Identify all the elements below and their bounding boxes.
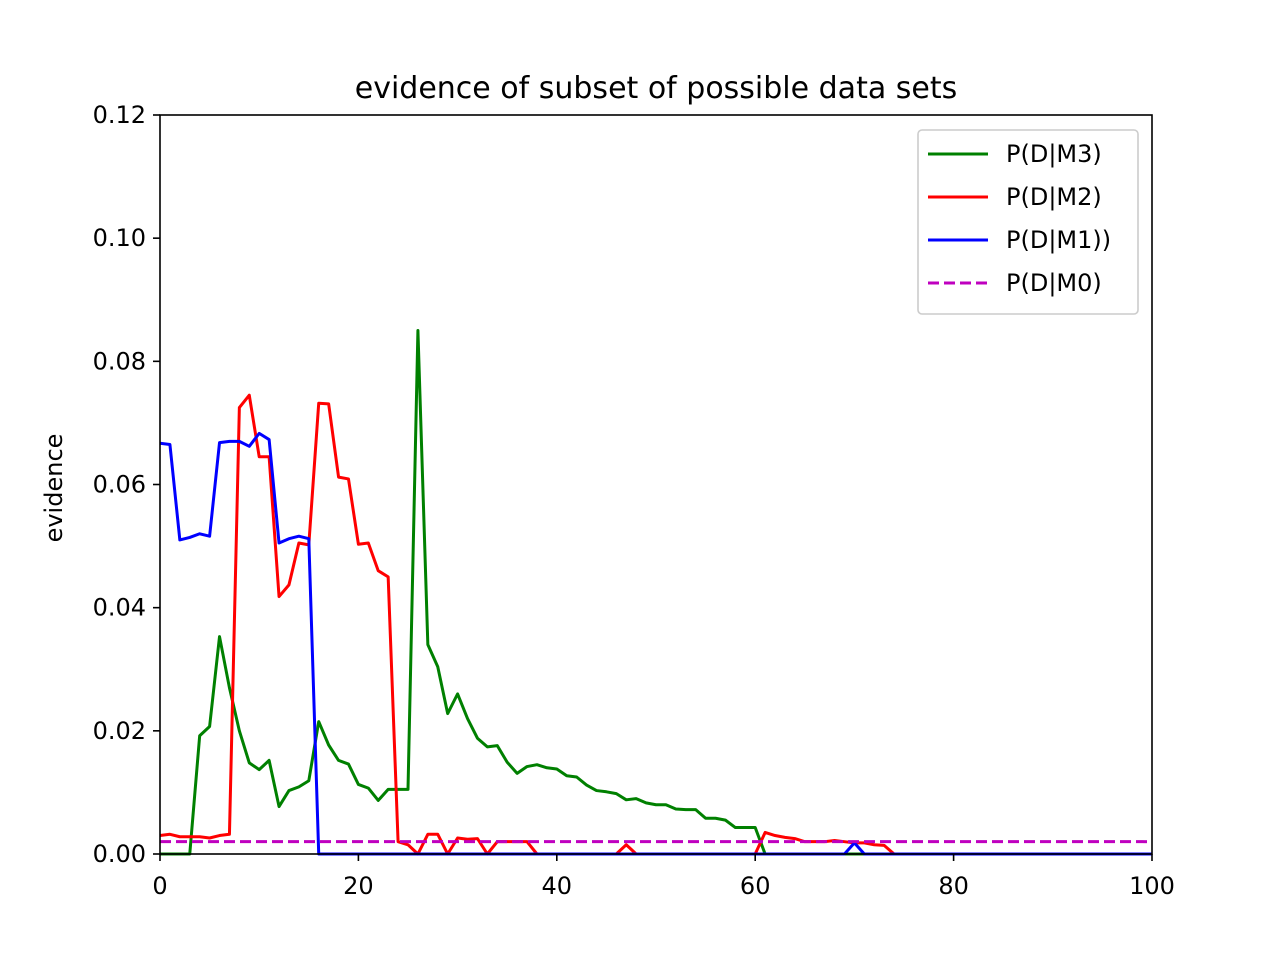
y-axis-label: evidence <box>40 434 68 543</box>
legend-label-0: P(D|M3) <box>1006 140 1102 168</box>
y-tick-label: 0.12 <box>93 101 146 129</box>
x-tick-label: 100 <box>1129 872 1175 900</box>
axes-layer: 0 20 40 60 80 100 0.00 0.02 0.04 0.06 0.08 0.10 0.12 <box>93 101 1175 900</box>
x-tick-label: 40 <box>542 872 573 900</box>
y-tick-label: 0.04 <box>93 594 146 622</box>
legend: P(D|M3) P(D|M2) P(D|M1)) P(D|M0) <box>917 129 1139 315</box>
y-tick-label: 0.02 <box>93 717 146 745</box>
legend-label-1: P(D|M2) <box>1006 183 1102 211</box>
legend-label-2: P(D|M1)) <box>1006 226 1111 254</box>
legend-label-3: P(D|M0) <box>1006 269 1102 297</box>
x-tick-label: 60 <box>740 872 771 900</box>
x-tick-label: 0 <box>152 872 167 900</box>
x-tick-label: 80 <box>938 872 969 900</box>
y-tick-label: 0.08 <box>93 347 146 375</box>
y-tick-label: 0.10 <box>93 224 146 252</box>
chart-title: evidence of subset of possible data sets <box>355 71 957 106</box>
y-tick-label: 0.06 <box>93 471 146 499</box>
legend-frame <box>917 129 1139 315</box>
x-tick-label: 20 <box>343 872 374 900</box>
y-tick-label: 0.00 <box>93 840 146 868</box>
